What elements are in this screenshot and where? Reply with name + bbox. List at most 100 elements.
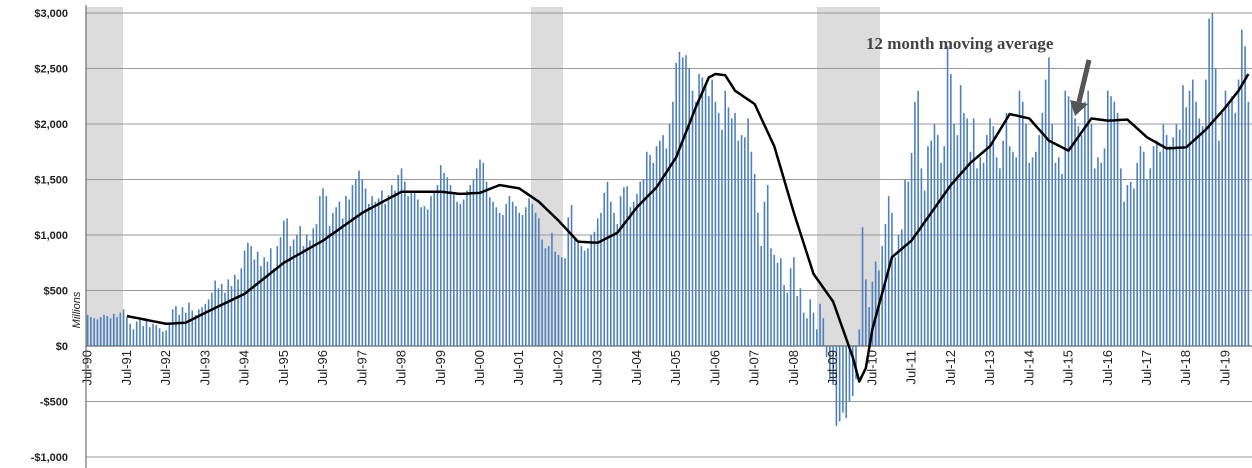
bar <box>453 192 455 346</box>
bar <box>940 162 942 346</box>
bar <box>469 185 471 346</box>
bar <box>760 246 762 346</box>
bar <box>623 187 625 346</box>
bar <box>590 235 592 346</box>
bar <box>740 135 743 346</box>
moving-average-line <box>126 72 1250 383</box>
bar <box>580 246 583 346</box>
bar <box>315 223 318 346</box>
bar <box>521 215 524 346</box>
bar <box>436 185 439 346</box>
bar <box>1012 151 1014 346</box>
bar <box>1227 101 1230 346</box>
bar <box>851 346 854 396</box>
bar <box>1247 101 1250 346</box>
bar <box>371 196 373 346</box>
bar <box>636 193 638 346</box>
bar <box>989 118 991 346</box>
bar <box>753 173 756 346</box>
x-tick-label: Jul-98 <box>394 350 409 385</box>
bar <box>417 199 419 346</box>
bar <box>1093 168 1096 346</box>
bar <box>629 207 632 346</box>
bar <box>678 51 681 346</box>
bar <box>727 107 730 346</box>
bar <box>489 197 491 346</box>
bar <box>1165 135 1168 346</box>
bar <box>1205 79 1207 346</box>
bar <box>780 258 782 346</box>
bar <box>701 77 704 346</box>
bar <box>845 346 847 419</box>
bar <box>946 46 949 347</box>
bar <box>809 299 812 346</box>
bar <box>233 274 236 346</box>
bar <box>711 79 713 346</box>
bar <box>649 155 651 346</box>
bar <box>995 157 998 346</box>
bar <box>93 318 95 346</box>
bar <box>224 292 226 346</box>
bar <box>600 212 602 346</box>
x-tick-label: Jul-07 <box>747 350 762 385</box>
bar <box>198 309 200 346</box>
bar <box>394 190 396 346</box>
bar <box>1218 140 1220 346</box>
bar <box>482 162 485 346</box>
bar <box>322 188 324 346</box>
recession-band <box>86 7 123 346</box>
bar <box>557 254 560 346</box>
bar <box>1084 101 1086 346</box>
bar <box>299 226 301 346</box>
bar <box>1178 129 1181 346</box>
y-tick-label: -$500 <box>40 397 68 409</box>
bar <box>691 90 694 346</box>
x-tick-label: Jul-16 <box>1100 350 1115 385</box>
bar <box>318 196 321 346</box>
bar <box>930 140 933 346</box>
bar <box>734 112 736 347</box>
bar <box>744 137 746 346</box>
bar <box>593 231 596 346</box>
bar <box>335 207 337 346</box>
bar <box>1126 185 1129 346</box>
bar <box>1038 135 1040 346</box>
bar <box>148 327 151 346</box>
recession-band <box>817 7 880 346</box>
bar <box>106 316 109 346</box>
bar <box>567 217 570 346</box>
bar <box>387 195 390 346</box>
bar <box>923 190 926 346</box>
bar <box>309 240 311 346</box>
bar <box>538 218 540 346</box>
bar <box>475 168 478 346</box>
bar <box>773 254 776 346</box>
bar <box>466 190 468 346</box>
bar <box>158 328 161 346</box>
bar <box>230 286 233 346</box>
bar <box>518 212 521 346</box>
bars <box>86 13 1250 426</box>
bar <box>1241 29 1243 347</box>
bar <box>250 246 252 346</box>
bar <box>694 101 697 346</box>
bar <box>449 185 452 346</box>
bar <box>822 318 825 346</box>
bar <box>1048 57 1050 347</box>
bar <box>1214 68 1217 346</box>
bar <box>1221 112 1224 347</box>
x-tick-label: Jul-94 <box>237 350 252 385</box>
bar <box>652 162 655 346</box>
x-tick-label: Jul-18 <box>1178 350 1193 385</box>
bar <box>266 261 269 346</box>
bar <box>1054 162 1057 346</box>
bar <box>325 196 328 346</box>
bar <box>639 181 642 346</box>
bar <box>547 246 550 346</box>
bar <box>985 135 988 346</box>
bar <box>587 248 589 346</box>
bar <box>776 262 779 346</box>
bar <box>420 207 422 346</box>
bar <box>698 74 700 347</box>
